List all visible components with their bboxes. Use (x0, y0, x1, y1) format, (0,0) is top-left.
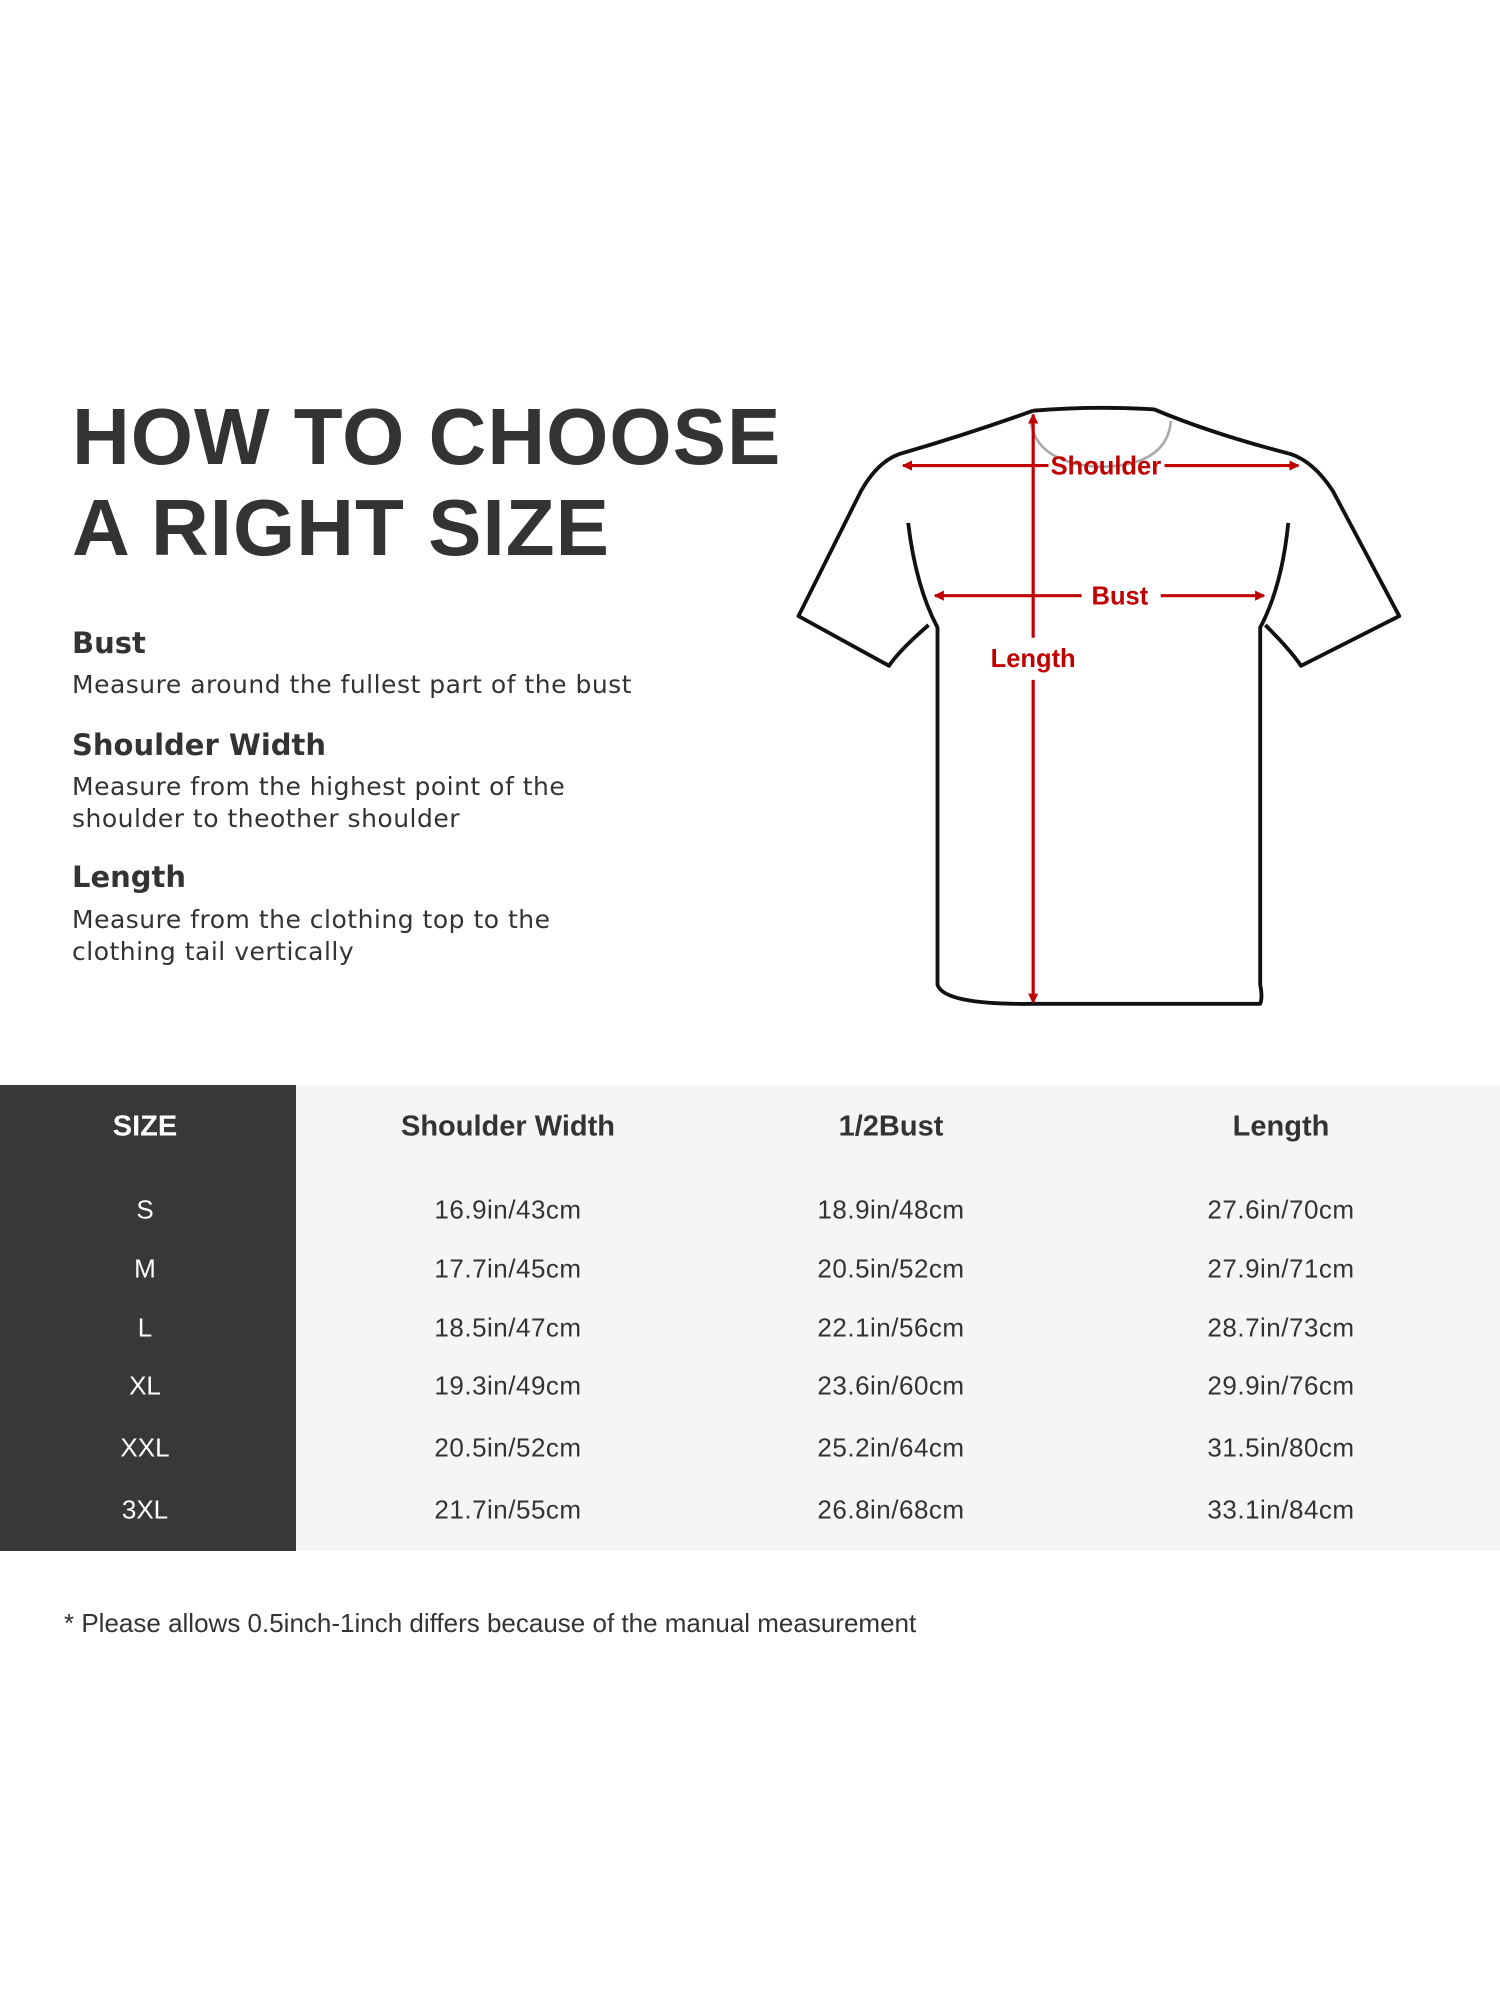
guide-shoulder-heading: Shoulder Width (72, 728, 327, 762)
tshirt-outline (796, 405, 1402, 1006)
table-cell: 21.7in/55cm (434, 1494, 582, 1525)
table-cell: 16.9in/43cm (434, 1194, 582, 1225)
table-cell: 27.9in/71cm (1207, 1253, 1355, 1284)
size-cell: L (137, 1312, 153, 1343)
guide-length-heading: Length (72, 860, 187, 894)
footnote: * Please allows 0.5inch-1inch differs be… (64, 1608, 917, 1638)
guide-length-desc-2: clothing tail vertically (72, 937, 355, 966)
guide-bust-desc: Measure around the fullest part of the b… (72, 670, 632, 699)
size-cell: XXL (120, 1432, 170, 1463)
column-header: 1/2Bust (838, 1110, 944, 1143)
column-header: SIZE (112, 1110, 178, 1143)
table-cell: 19.3in/49cm (434, 1370, 582, 1401)
table-cell: 18.9in/48cm (817, 1194, 965, 1225)
table-cell: 18.5in/47cm (434, 1312, 582, 1343)
table-cell: 31.5in/80cm (1207, 1432, 1355, 1463)
table-cell: 27.6in/70cm (1207, 1194, 1355, 1225)
size-cell: S (136, 1194, 154, 1225)
guide-shoulder-desc-1: Measure from the highest point of the (72, 772, 566, 801)
table-cell: 17.7in/45cm (434, 1253, 582, 1284)
table-cell: 20.5in/52cm (817, 1253, 965, 1284)
column-header: Length (1232, 1110, 1330, 1143)
shoulder-label: Shoulder (1051, 452, 1162, 480)
table-cell: 28.7in/73cm (1207, 1312, 1355, 1343)
size-column (0, 1085, 296, 1551)
table-cell: 20.5in/52cm (434, 1432, 582, 1463)
size-table: SIZE Shoulder Width 1/2Bust Length S 16.9in/4… (0, 1085, 1500, 1551)
size-cell: 3XL (121, 1494, 169, 1525)
size-cell: M (134, 1253, 156, 1284)
table-cell: 23.6in/60cm (817, 1370, 965, 1401)
measure-arrows (901, 413, 1300, 1004)
guide-shoulder-desc-2: shoulder to theother shoulder (72, 804, 461, 833)
size-cell: XL (129, 1370, 161, 1401)
title-line-1: HOW TO CHOOSE (72, 392, 782, 481)
table-cell: 25.2in/64cm (817, 1432, 965, 1463)
guide-bust-heading: Bust (72, 626, 146, 660)
column-header: Shoulder Width (401, 1110, 615, 1143)
table-cell: 29.9in/76cm (1207, 1370, 1355, 1401)
length-label: Length (991, 645, 1076, 673)
table-cell: 22.1in/56cm (817, 1312, 965, 1343)
table-cell: 26.8in/68cm (817, 1494, 965, 1525)
guide-length-desc-1: Measure from the clothing top to the (72, 905, 551, 934)
title-line-2: A RIGHT SIZE (72, 483, 610, 572)
bust-label: Bust (1092, 583, 1149, 611)
table-cell: 33.1in/84cm (1207, 1494, 1355, 1525)
